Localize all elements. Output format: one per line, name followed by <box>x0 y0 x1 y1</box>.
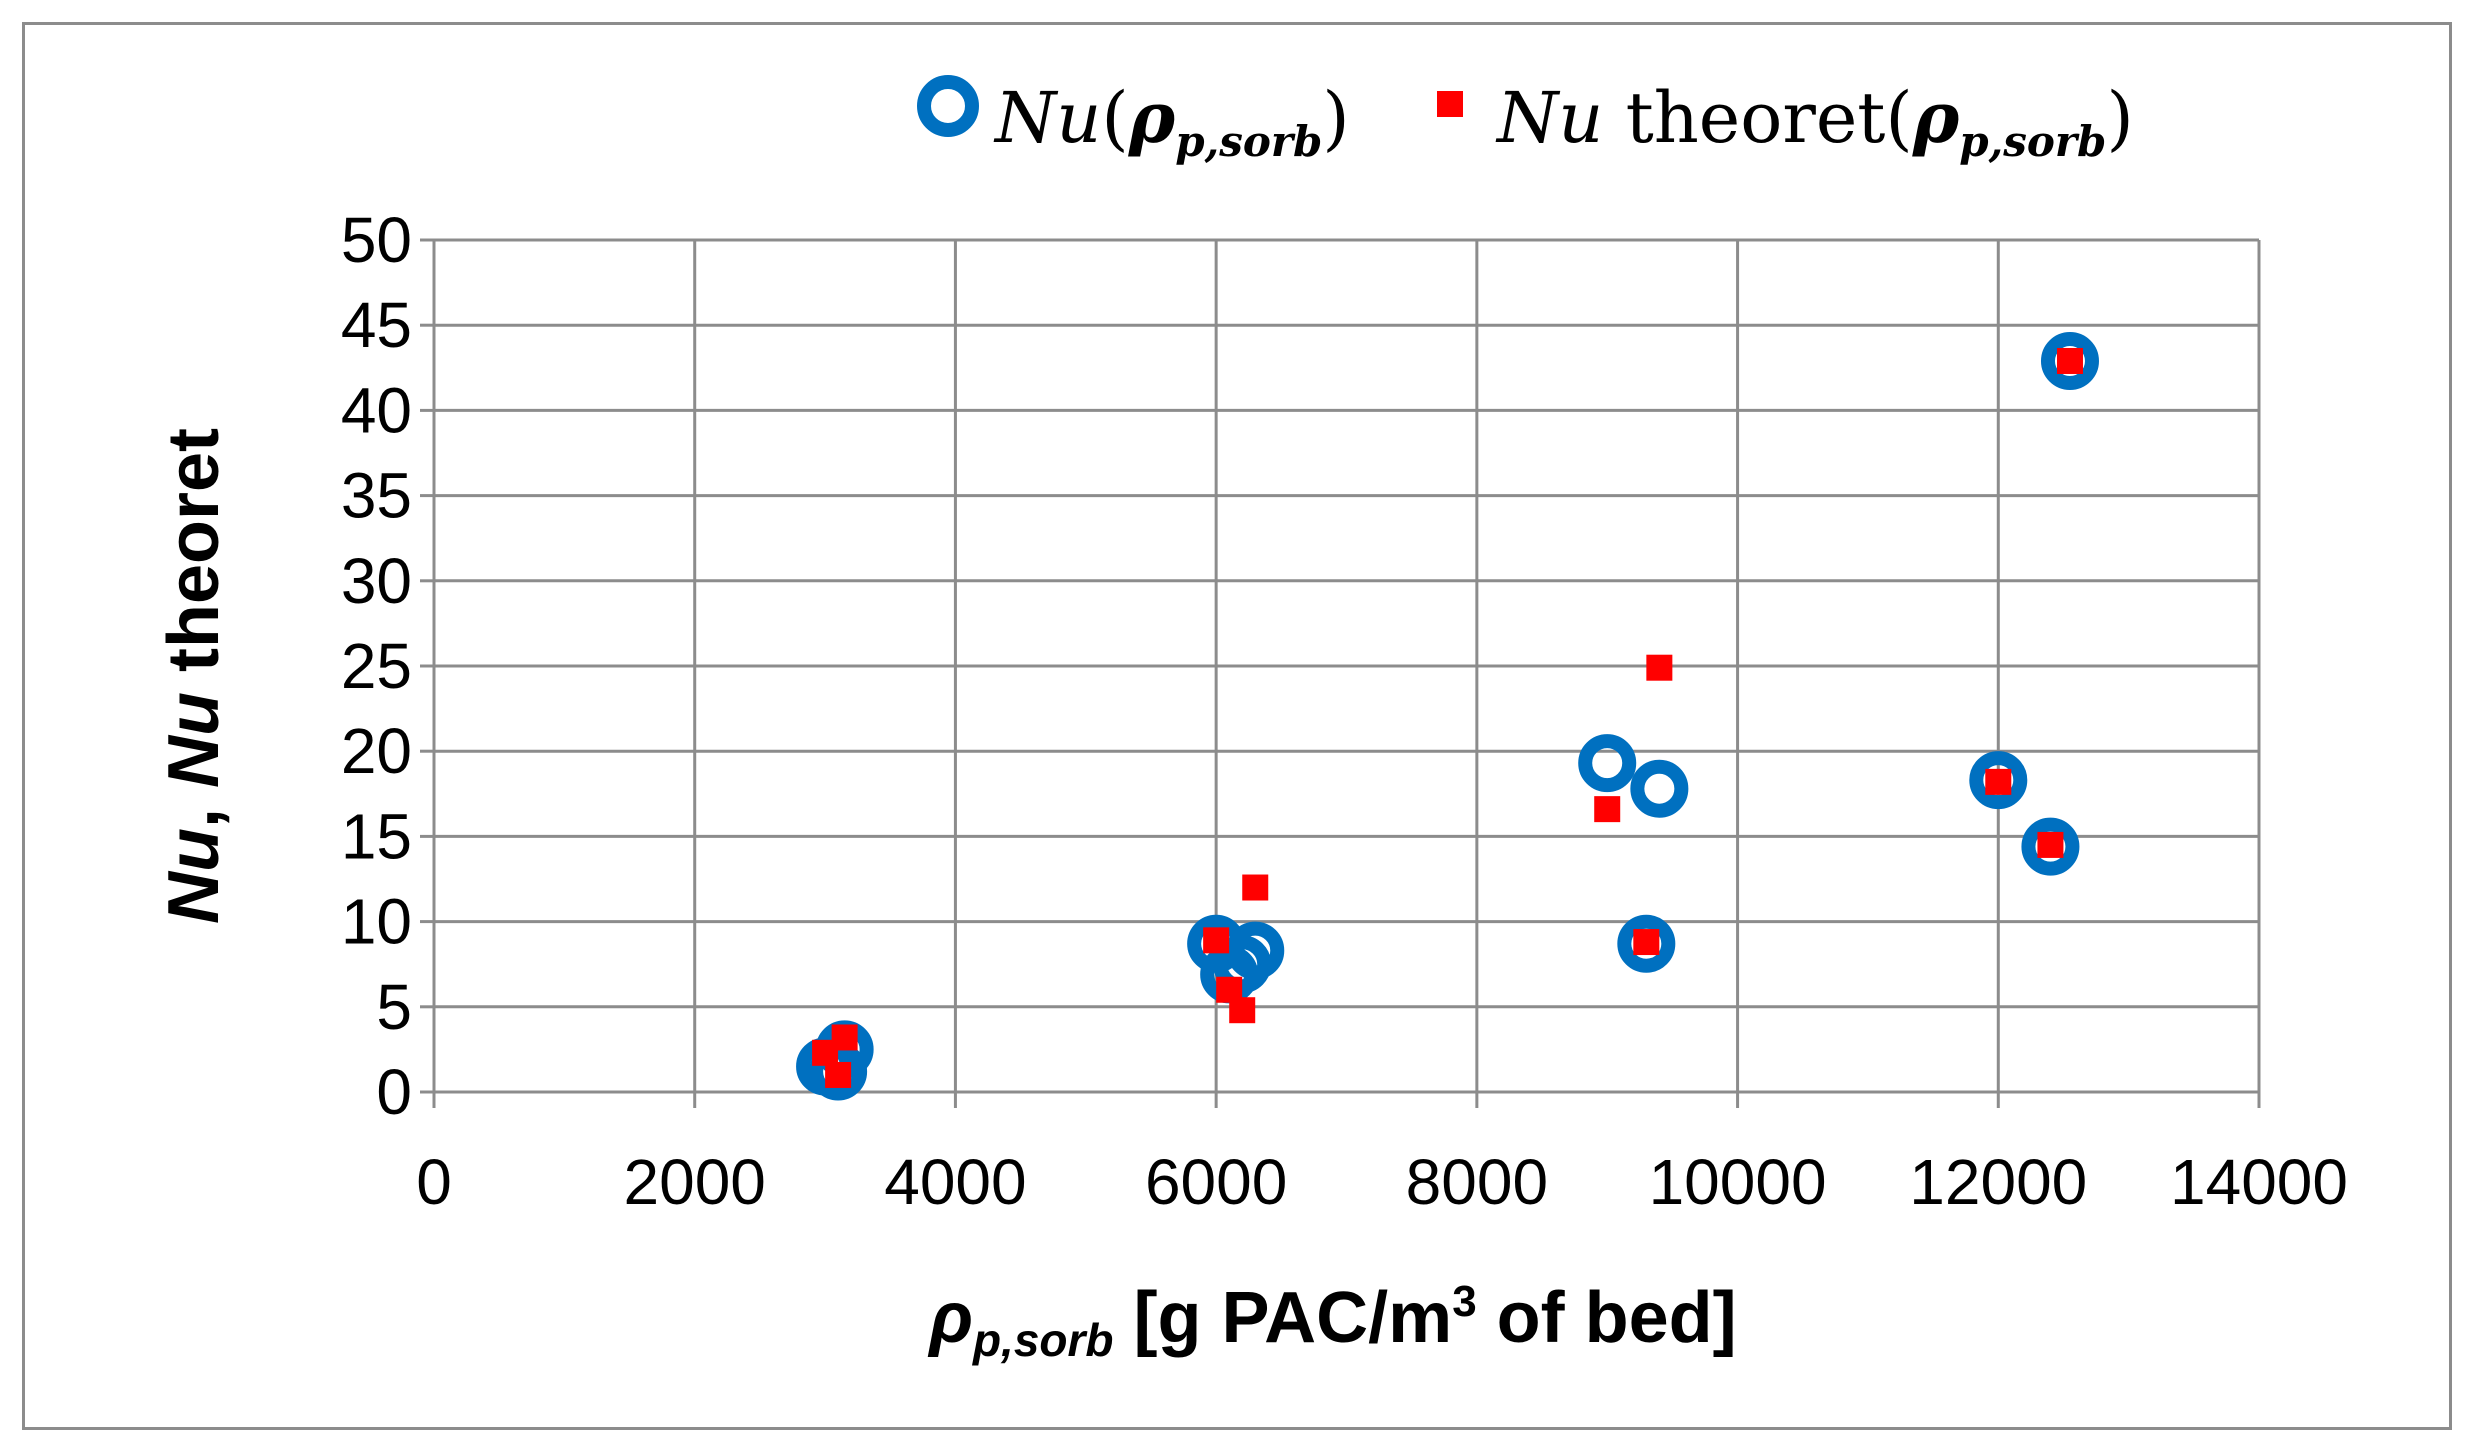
y-tick-label: 35 <box>341 460 412 532</box>
x-axis-label: ρp,sorb [g PAC/m3 of bed] <box>927 1277 1736 1366</box>
x-tick-label: 12000 <box>1909 1146 2087 1218</box>
nu-point <box>2021 817 2080 876</box>
nu-point <box>1226 921 1285 980</box>
x-tick-labels: 0 2000 4000 6000 8000 10000 12000 14000 <box>416 1146 2348 1218</box>
y-tick-label: 20 <box>341 715 412 787</box>
nu-theoret-point <box>2037 831 2064 858</box>
legend: Nu(ρp,sorb) Nu theoret(ρp,sorb) <box>917 75 2134 166</box>
nu-point <box>2040 331 2099 390</box>
chart-frame <box>22 22 2452 1430</box>
legend-marker-nu <box>917 75 979 137</box>
legend-label-nu-theoret: Nu theoret(ρp,sorb) <box>1495 76 2134 166</box>
nu-theoret-point <box>2056 347 2083 374</box>
nu-theoret-point <box>1229 997 1256 1024</box>
nu-theoret-point <box>1594 796 1621 823</box>
x-tick-label: 8000 <box>1406 1146 1548 1218</box>
x-tick-label: 14000 <box>2170 1146 2348 1218</box>
nu-point <box>1617 914 1676 973</box>
nu-theoret-point <box>1985 768 2012 795</box>
x-tick-label: 2000 <box>624 1146 766 1218</box>
legend-label-nu: Nu(ρp,sorb) <box>993 76 1350 166</box>
nu-theoret-point <box>1242 874 1269 901</box>
grid-lines <box>420 238 2261 1108</box>
nu-theoret-point <box>831 1024 858 1051</box>
data-points <box>796 331 2099 1101</box>
legend-marker-nu-theoret <box>1437 91 1463 117</box>
y-tick-label: 50 <box>341 204 412 276</box>
nu-theoret-point <box>825 1061 852 1088</box>
x-tick-label: 4000 <box>884 1146 1026 1218</box>
y-tick-label: 30 <box>341 545 412 617</box>
y-tick-label: 45 <box>341 289 412 361</box>
y-tick-label: 40 <box>341 374 412 446</box>
nu-theoret-point <box>1203 927 1230 954</box>
y-tick-labels: 0 5 10 15 20 25 30 35 40 45 50 <box>341 204 412 1128</box>
nu-theoret-point <box>1633 929 1660 956</box>
x-tick-label: 10000 <box>1649 1146 1827 1218</box>
nu-point <box>1578 734 1637 793</box>
x-tick-label: 6000 <box>1145 1146 1287 1218</box>
nu-point <box>1969 751 2028 810</box>
y-tick-label: 25 <box>341 630 412 702</box>
y-tick-label: 15 <box>341 800 412 872</box>
y-axis-label: Nu, Nu theoret <box>154 428 234 924</box>
y-tick-label: 0 <box>376 1056 412 1128</box>
y-tick-label: 5 <box>376 971 412 1043</box>
x-tick-label: 0 <box>416 1146 452 1218</box>
nu-point <box>1630 759 1689 818</box>
nu-theoret-point <box>1646 654 1673 681</box>
y-tick-label: 10 <box>341 886 412 958</box>
